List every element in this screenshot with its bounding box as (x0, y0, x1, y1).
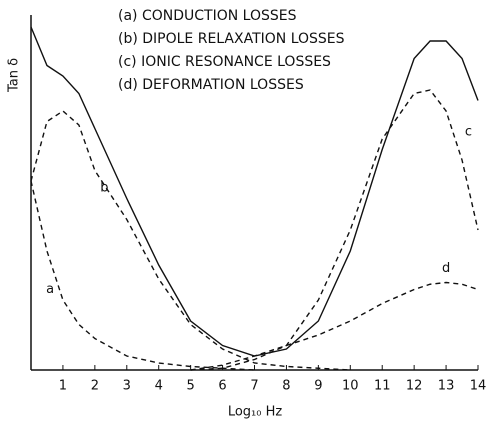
x-tick-label: 12 (406, 379, 423, 394)
x-tick-label: 3 (123, 379, 131, 394)
x-tick-label: 13 (438, 379, 455, 394)
x-tick-label: 10 (342, 379, 359, 394)
legend-entry: (b) DIPOLE RELAXATION LOSSES (118, 31, 345, 47)
legend-entry: (a) CONDUCTION LOSSES (118, 8, 297, 24)
x-tick-label: 5 (187, 379, 195, 394)
curve (30, 110, 351, 371)
curve-label: a (46, 282, 54, 297)
curve (190, 89, 479, 371)
legend-entry: (d) DEFORMATION LOSSES (118, 77, 304, 93)
curve-label: b (100, 181, 108, 196)
x-tick-label: 1 (59, 379, 67, 394)
curve (30, 180, 255, 371)
curve (190, 281, 479, 371)
y-axis-label: Tan δ (7, 58, 22, 93)
x-tick-label: 11 (374, 379, 391, 394)
x-tick-label: 9 (314, 379, 322, 394)
legend-entry: (c) IONIC RESONANCE LOSSES (118, 54, 331, 70)
x-tick-label: 7 (250, 379, 258, 394)
x-tick-label: 4 (155, 379, 163, 394)
curve-label: d (442, 261, 450, 276)
x-tick-label: 2 (91, 379, 99, 394)
x-tick-label: 14 (470, 379, 487, 394)
x-axis-label: Log₁₀ Hz (228, 405, 283, 420)
x-tick-label: 8 (282, 379, 290, 394)
x-tick-label: 6 (218, 379, 226, 394)
curve-label: c (465, 125, 472, 140)
